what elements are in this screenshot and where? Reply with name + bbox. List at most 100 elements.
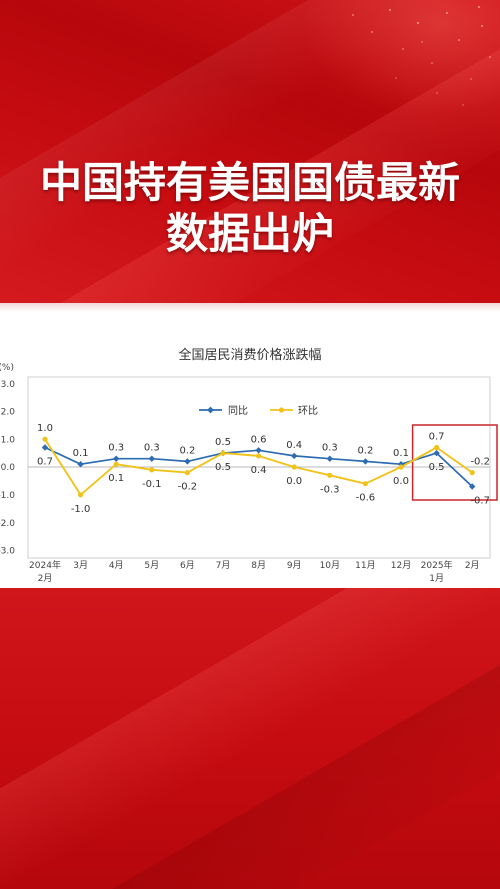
- yoy-data-label: 0.3: [144, 443, 160, 454]
- mom-data-point: [327, 472, 333, 478]
- mom-data-point: [256, 453, 262, 459]
- yoy-data-point: [362, 458, 369, 465]
- y-tick-label: 2.0: [1, 408, 16, 418]
- y-axis: 3.0 2.0 1.0 0.0 -1.0 -2.0 -3.0: [0, 380, 15, 557]
- x-tick-label-line: 1月: [429, 573, 444, 584]
- y-tick-label: 3.0: [1, 380, 16, 390]
- mom-data-label: 0.7: [429, 432, 445, 443]
- headline-line-1: 中国持有美国国债最新: [39, 158, 460, 207]
- yoy-data-point: [469, 483, 476, 490]
- x-tick-label-line: 3月: [73, 560, 88, 571]
- legend-item-mom: 环比: [270, 405, 318, 417]
- mom-data-label: -0.6: [356, 493, 376, 504]
- bottom-red-banner: [0, 588, 500, 889]
- legend-yoy-marker: [207, 406, 214, 414]
- mom-data-label: 0.0: [393, 476, 409, 487]
- x-tick-label-line: 2月: [38, 573, 53, 584]
- legend: 同比 环比: [199, 405, 318, 417]
- y-axis-unit-label: (%): [0, 363, 14, 373]
- x-tick-label-line: 12月: [391, 560, 411, 571]
- yoy-data-point: [113, 455, 120, 462]
- yoy-data-point: [291, 452, 298, 460]
- yoy-data-point: [433, 449, 440, 457]
- mom-data-label: 0.0: [286, 476, 302, 487]
- y-tick-label: 1.0: [1, 435, 16, 445]
- mom-data-point: [149, 467, 155, 473]
- mom-data-point: [469, 470, 475, 476]
- x-tick-label-line: 9月: [287, 560, 302, 571]
- yoy-data-label: 0.3: [108, 443, 124, 454]
- x-tick-label: 7月: [216, 560, 231, 571]
- mom-data-point: [398, 464, 404, 470]
- mom-data-label: -1.0: [71, 504, 91, 515]
- yoy-data-label: 0.1: [73, 448, 89, 459]
- mom-data-point: [434, 444, 440, 451]
- sparkle-decoration: [0, 0, 2, 2]
- x-tick-label-line: 8月: [251, 560, 266, 571]
- yoy-data-label: 0.5: [215, 437, 231, 448]
- yoy-data-label: 0.7: [37, 457, 53, 468]
- top-red-banner: 中国持有美国国债最新 数据出炉: [0, 0, 500, 304]
- mom-data-point: [42, 436, 48, 442]
- x-tick-label-line: 6月: [180, 560, 195, 571]
- x-tick-label: 9月: [287, 560, 302, 571]
- cpi-line-chart: 全国居民消费价格涨跌幅 (%) 同比 环比 3.0 2.0 1.0 0.0 -1.0 -2…: [0, 347, 498, 584]
- mom-data-point: [362, 481, 368, 487]
- x-tick-label: 3月: [73, 560, 88, 571]
- x-tick-label: 5月: [144, 560, 159, 571]
- yoy-data-point: [326, 455, 333, 462]
- x-tick-label: 6月: [180, 560, 195, 571]
- legend-yoy-label: 同比: [228, 405, 248, 417]
- mom-data-label: -0.2: [178, 482, 198, 493]
- yoy-data-label: 0.2: [357, 445, 373, 456]
- y-tick-label: -1.0: [0, 491, 15, 501]
- yoy-data-label: 0.5: [429, 462, 445, 473]
- mom-data-label: -0.1: [142, 479, 162, 490]
- x-tick-label: 8月: [251, 560, 266, 571]
- mom-data-point: [291, 464, 297, 470]
- plot-area: 3.0 2.0 1.0 0.0 -1.0 -2.0 -3.0 2024年 2月 3月 4月 5月 6月 7…: [0, 380, 498, 584]
- chart-title: 全国居民消费价格涨跌幅: [178, 347, 321, 363]
- highlight-box: [411, 424, 498, 501]
- mom-data-point: [113, 461, 119, 467]
- yoy-data-label: 0.6: [251, 434, 267, 445]
- mom-data-point: [184, 470, 190, 476]
- x-tick-label-line: 4月: [109, 560, 124, 571]
- x-tick-label: 2025年 1月: [421, 559, 453, 584]
- x-tick-label-line: 2025年: [421, 559, 453, 571]
- x-tick-label: 10月: [320, 560, 340, 571]
- yoy-data-label: 0.2: [179, 445, 195, 456]
- chart-panel: 全国居民消费价格涨跌幅 (%) 同比 环比 3.0 2.0 1.0 0.0 -1.0 -2…: [0, 303, 500, 588]
- x-tick-label: 2024年 2月: [29, 559, 61, 584]
- legend-mom-label: 环比: [298, 405, 318, 417]
- x-axis: 2024年 2月 3月 4月 5月 6月 7月 8月 9月 10月 11月 12月 2025年 1月 2月: [29, 559, 480, 584]
- y-tick-label: 0.0: [1, 463, 16, 473]
- x-tick-label-line: 10月: [320, 560, 340, 571]
- yoy-data-label: 0.3: [322, 443, 338, 454]
- yoy-data-point: [184, 458, 191, 465]
- mom-data-label: -0.3: [320, 484, 340, 495]
- yoy-data-label: 0.4: [286, 440, 302, 451]
- mom-data-label: -0.2: [470, 457, 490, 468]
- mom-data-point: [78, 492, 84, 498]
- y-tick-label: -3.0: [0, 547, 15, 557]
- yoy-data-point: [77, 461, 84, 468]
- legend-item-yoy: 同比: [199, 405, 248, 417]
- yoy-data-label: 0.1: [393, 448, 409, 459]
- x-tick-label-line: 7月: [216, 560, 231, 571]
- mom-data-point: [220, 450, 226, 456]
- x-tick-label: 4月: [109, 560, 124, 571]
- yoy-data-point: [255, 447, 262, 454]
- legend-mom-marker: [278, 407, 285, 413]
- x-tick-label: 12月: [391, 560, 411, 571]
- x-tick-label-line: 2月: [465, 560, 480, 571]
- headline-line-2: 数据出炉: [165, 209, 334, 258]
- x-tick-label-line: 2024年: [29, 559, 61, 571]
- mom-data-label: 0.5: [215, 462, 231, 473]
- yoy-data-point: [41, 444, 49, 451]
- yoy-data-point: [148, 455, 155, 462]
- mom-data-label: 0.1: [108, 473, 124, 484]
- yoy-data-label: -0.7: [470, 496, 490, 507]
- x-tick-label: 11月: [355, 560, 375, 571]
- mom-data-label: 0.4: [251, 465, 267, 476]
